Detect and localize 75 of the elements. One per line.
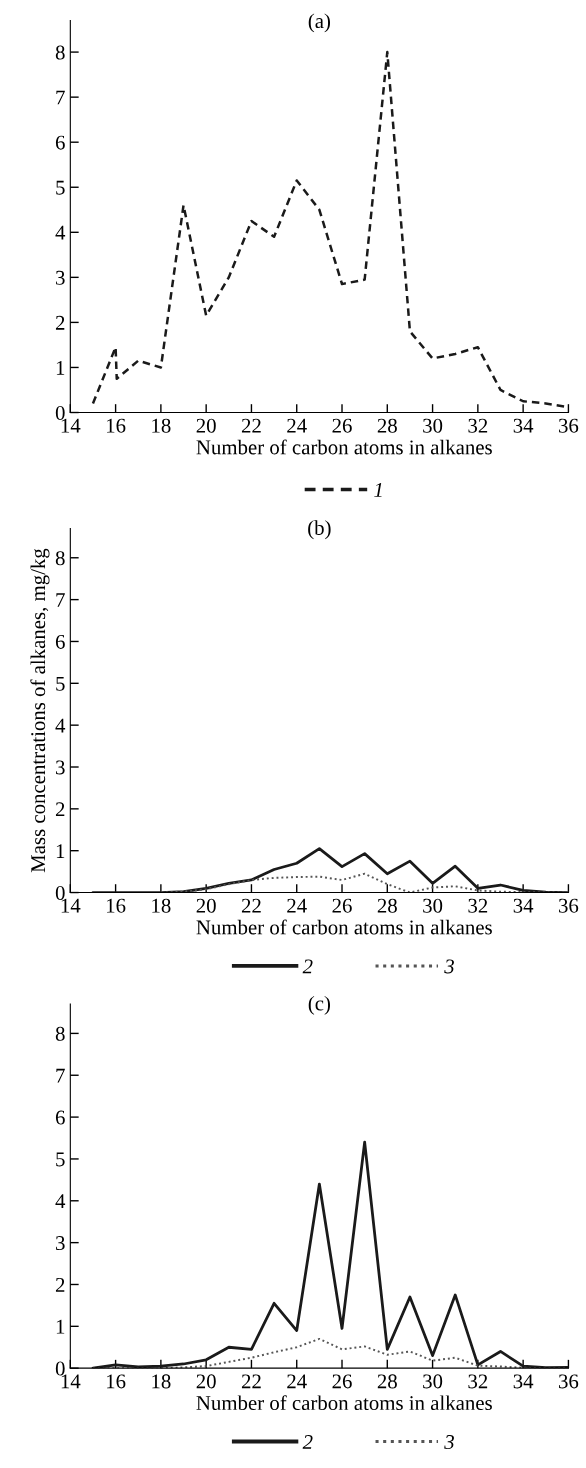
- x-tick-label: 18: [152, 418, 171, 433]
- x-tick-label: 24: [287, 418, 307, 433]
- x-axis-title: Number of carbon atoms in alkanes: [196, 439, 492, 455]
- legend-label: 3: [444, 1435, 454, 1450]
- legend-label: 1: [374, 483, 382, 497]
- y-tick-label: 4: [55, 1194, 66, 1209]
- y-tick-label: 0: [55, 405, 65, 420]
- x-tick-label: 16: [107, 418, 126, 433]
- y-tick-label: 7: [56, 90, 65, 105]
- x-tick-label: 30: [423, 1374, 443, 1389]
- y-tick-label: 0: [55, 1361, 65, 1376]
- x-tick-label: 24: [287, 1374, 307, 1389]
- x-axis-title: Number of carbon atoms in alkanes: [196, 1395, 492, 1411]
- x-tick-label: 28: [377, 898, 397, 913]
- x-tick-label: 32: [468, 1374, 488, 1389]
- y-tick-label: 1: [56, 360, 65, 375]
- x-tick-label: 34: [513, 1374, 534, 1389]
- y-tick-label: 8: [55, 1026, 65, 1041]
- x-tick-label: 36: [559, 898, 579, 913]
- y-tick-label: 8: [55, 45, 65, 60]
- x-tick-label: 32: [468, 418, 488, 433]
- x-tick-label: 20: [196, 898, 216, 913]
- x-tick-label: 18: [152, 898, 171, 913]
- x-axis-title: Number of carbon atoms in alkanes: [196, 919, 492, 935]
- y-tick-label: 8: [55, 551, 65, 566]
- y-tick-label: 4: [55, 225, 66, 240]
- y-tick-label: 6: [55, 135, 65, 150]
- y-tick-label: 1: [56, 1319, 65, 1334]
- y-tick-label: 3: [56, 270, 65, 285]
- x-tick-label: 18: [152, 1374, 171, 1389]
- x-tick-label: 28: [377, 1374, 397, 1389]
- legend-label: 2: [302, 1435, 313, 1449]
- x-tick-label: 26: [332, 1374, 352, 1389]
- x-tick-label: 34: [513, 898, 534, 913]
- x-tick-label: 14: [61, 1374, 81, 1389]
- y-tick-label: 3: [56, 1236, 65, 1251]
- x-tick-label: 22: [241, 898, 261, 913]
- legend-label: 2: [302, 959, 313, 974]
- x-tick-label: 24: [287, 898, 307, 913]
- x-tick-label: 20: [196, 418, 216, 433]
- y-tick-label: 2: [55, 1277, 65, 1292]
- x-tick-label: 30: [423, 898, 443, 913]
- chart-title: (a): [308, 13, 331, 33]
- y-tick-label: 0: [55, 885, 65, 900]
- x-tick-label: 16: [107, 898, 126, 913]
- x-tick-label: 14: [61, 418, 81, 433]
- x-tick-label: 26: [332, 418, 352, 433]
- x-tick-label: 16: [107, 1374, 126, 1389]
- legend-label: 3: [444, 959, 454, 974]
- x-tick-label: 14: [61, 898, 81, 913]
- x-tick-label: 26: [332, 898, 352, 913]
- y-tick-label: 5: [56, 676, 65, 691]
- chart-title: (b): [308, 520, 331, 540]
- x-tick-label: 32: [468, 898, 488, 913]
- y-tick-label: 5: [56, 180, 65, 195]
- y-tick-label: 4: [55, 718, 66, 733]
- y-tick-label: 7: [56, 1068, 65, 1083]
- x-tick-label: 34: [513, 418, 534, 433]
- x-tick-label: 22: [241, 418, 261, 433]
- chart-title: (c): [308, 995, 331, 1015]
- y-tick-label: 6: [55, 634, 65, 649]
- y-axis-title: Mass concentrations of alkanes, mg/kg: [30, 548, 50, 873]
- y-tick-label: 3: [56, 760, 65, 775]
- y-tick-label: 6: [55, 1110, 65, 1125]
- y-tick-label: 2: [55, 315, 65, 330]
- x-tick-label: 36: [559, 418, 579, 433]
- y-tick-label: 5: [56, 1152, 65, 1167]
- y-tick-label: 7: [56, 593, 65, 607]
- x-tick-label: 30: [423, 418, 443, 433]
- y-tick-label: 2: [55, 802, 65, 817]
- x-tick-label: 20: [196, 1374, 216, 1389]
- y-tick-label: 1: [56, 844, 65, 858]
- x-tick-label: 22: [241, 1374, 261, 1389]
- x-tick-label: 36: [559, 1374, 579, 1389]
- x-tick-label: 28: [377, 418, 397, 433]
